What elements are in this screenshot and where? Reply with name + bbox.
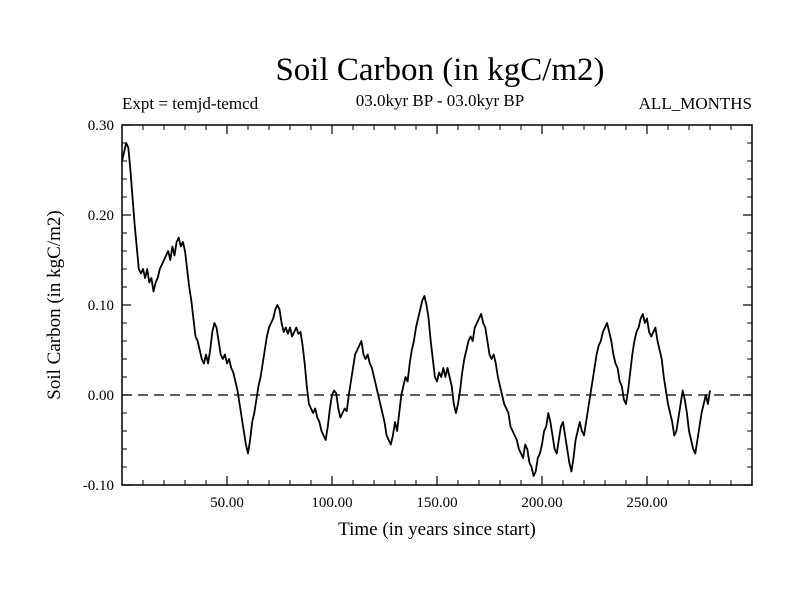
x-axis: 50.00 100.00 150.00 200.00 250.00: [142, 125, 732, 511]
x-tick-label: 150.00: [416, 495, 457, 511]
x-axis-label: Time (in years since start): [338, 519, 536, 540]
x-tick-label: 50.00: [210, 495, 244, 511]
period-label: 03.0kyr BP - 03.0kyr BP: [355, 91, 525, 110]
y-tick-label: 0.10: [88, 298, 114, 314]
y-tick-label: -0.10: [83, 478, 114, 494]
x-tick-label: 100.00: [311, 495, 352, 511]
x-tick-label: 200.00: [521, 495, 562, 511]
months-label: ALL_MONTHS: [638, 94, 752, 113]
y-tick-label: 0.00: [88, 388, 114, 404]
chart-title: Soil Carbon (in kgC/m2): [275, 52, 605, 88]
plot-frame: [121, 124, 753, 486]
y-axis-label: Soil Carbon (in kgC/m2): [44, 210, 65, 399]
y-axis: -0.10 0.00 0.10 0.20 0.30: [83, 118, 752, 494]
x-tick-label: 250.00: [626, 495, 667, 511]
y-tick-label: 0.20: [88, 208, 114, 224]
experiment-label: Expt = temjd-temcd: [122, 94, 259, 113]
soil-carbon-line: [121, 142, 711, 477]
y-tick-label: 0.30: [88, 118, 114, 134]
